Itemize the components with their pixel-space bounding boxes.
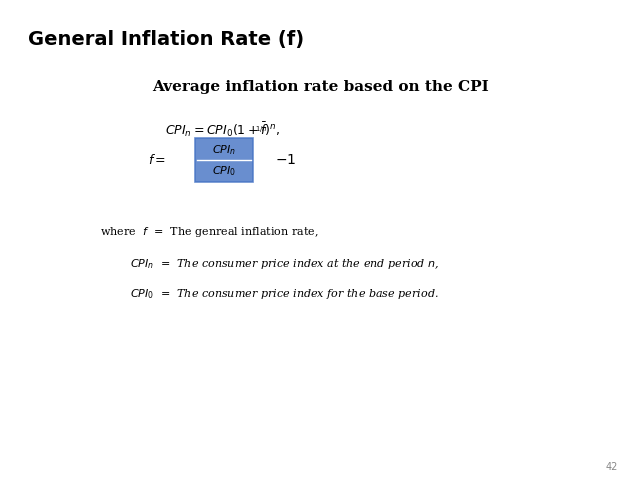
Text: $-1$: $-1$ <box>275 153 296 167</box>
Text: $CPI_0$  =  The consumer price index for the base period.: $CPI_0$ = The consumer price index for t… <box>130 287 438 301</box>
Text: General Inflation Rate (f): General Inflation Rate (f) <box>28 30 304 49</box>
Text: where  $f$  =  The genreal inflation rate,: where $f$ = The genreal inflation rate, <box>100 225 319 239</box>
FancyBboxPatch shape <box>195 138 253 182</box>
Text: $CPI_0$: $CPI_0$ <box>212 164 236 178</box>
Text: $^{1/n}$: $^{1/n}$ <box>255 127 268 136</box>
Text: $CPI_n$: $CPI_n$ <box>212 144 236 157</box>
Text: $CPI_n = CPI_0(1+\bar{f})^n,$: $CPI_n = CPI_0(1+\bar{f})^n,$ <box>165 120 280 139</box>
Text: $f =$: $f =$ <box>148 153 166 167</box>
Text: $CPI_n$  =  The consumer price index at the end period $n$,: $CPI_n$ = The consumer price index at th… <box>130 257 439 271</box>
Text: 42: 42 <box>605 462 618 472</box>
Text: Average inflation rate based on the CPI: Average inflation rate based on the CPI <box>152 80 488 94</box>
